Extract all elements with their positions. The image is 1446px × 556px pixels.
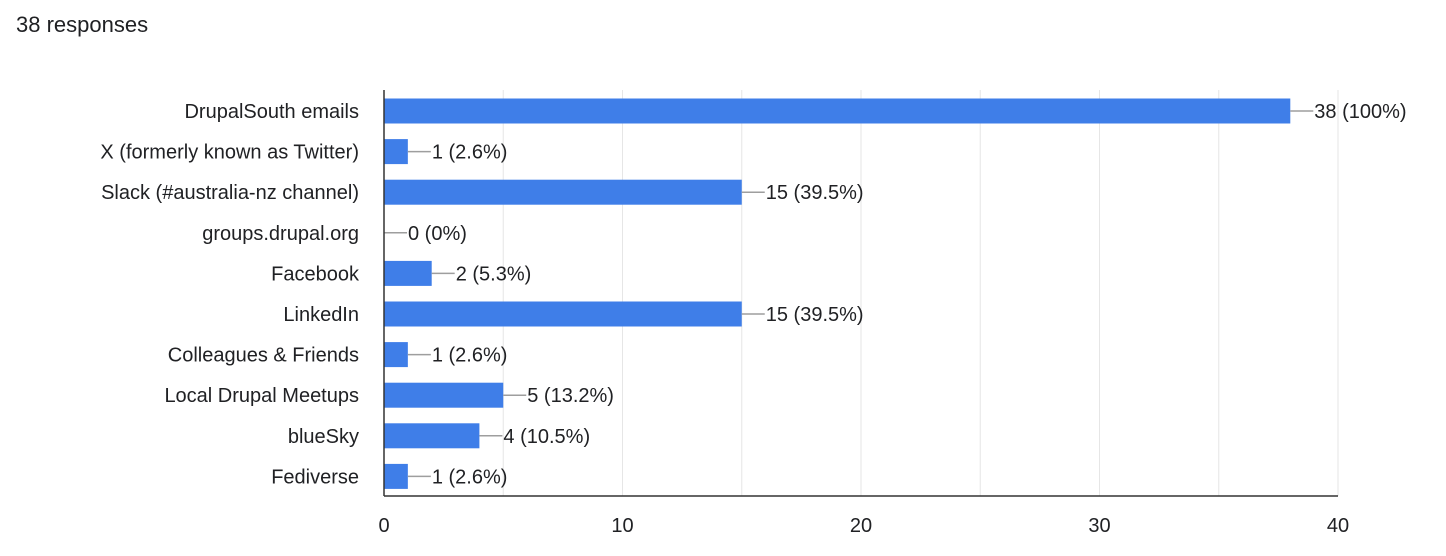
data-label: 0 (0%) bbox=[408, 223, 467, 245]
data-label: 15 (39.5%) bbox=[766, 182, 864, 204]
category-label: LinkedIn bbox=[283, 304, 359, 326]
data-label: 4 (10.5%) bbox=[503, 426, 590, 448]
grid-lines bbox=[502, 90, 1339, 496]
data-label: 38 (100%) bbox=[1314, 101, 1406, 123]
bar bbox=[384, 260, 432, 286]
bar bbox=[384, 342, 408, 368]
bar bbox=[384, 301, 742, 327]
data-label: 5 (13.2%) bbox=[527, 385, 614, 407]
x-tick-label: 10 bbox=[611, 515, 633, 537]
x-tick-label: 40 bbox=[1327, 515, 1349, 537]
axes bbox=[383, 90, 1338, 497]
category-label: X (formerly known as Twitter) bbox=[100, 142, 359, 164]
x-tick-label: 20 bbox=[850, 515, 872, 537]
bar bbox=[384, 423, 480, 449]
data-label: 1 (2.6%) bbox=[432, 345, 508, 367]
category-label: blueSky bbox=[288, 426, 359, 448]
category-label: groups.drupal.org bbox=[202, 223, 359, 245]
category-label: Local Drupal Meetups bbox=[164, 385, 359, 407]
bar bbox=[384, 463, 408, 489]
data-label: 2 (5.3%) bbox=[456, 263, 532, 285]
category-label: Slack (#australia-nz channel) bbox=[101, 182, 359, 204]
data-label: 1 (2.6%) bbox=[432, 466, 508, 488]
category-label: Facebook bbox=[271, 263, 360, 285]
category-label: DrupalSouth emails bbox=[184, 101, 359, 123]
x-tick-label: 0 bbox=[378, 515, 389, 537]
data-label: 1 (2.6%) bbox=[432, 142, 508, 164]
bar bbox=[384, 179, 742, 205]
labels: 0 10 20 30 40 DrupalSouth emails 38 (100%) X (f… bbox=[100, 101, 1406, 537]
category-label: Fediverse bbox=[271, 466, 359, 488]
data-label: 15 (39.5%) bbox=[766, 304, 864, 326]
bar bbox=[384, 98, 1291, 124]
response-count: 38 responses bbox=[16, 12, 149, 37]
bars bbox=[384, 98, 1314, 489]
category-label: Colleagues & Friends bbox=[168, 345, 359, 367]
bar bbox=[384, 382, 504, 408]
x-tick-label: 30 bbox=[1088, 515, 1110, 537]
bar bbox=[384, 139, 408, 165]
